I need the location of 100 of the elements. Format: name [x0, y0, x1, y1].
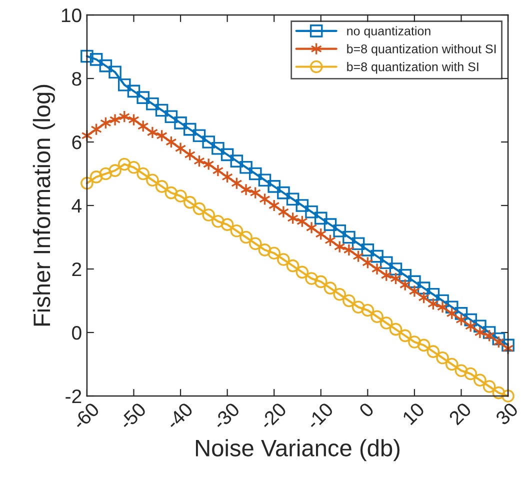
legend-label: b=8 quantization with SI [347, 62, 478, 74]
point [194, 154, 205, 168]
point [277, 186, 290, 200]
point [314, 212, 328, 225]
point [305, 205, 318, 218]
point [333, 224, 346, 238]
point [212, 164, 224, 177]
point [192, 129, 206, 142]
point [436, 352, 449, 364]
point [137, 120, 149, 133]
point [417, 338, 430, 352]
point [109, 113, 121, 126]
point [90, 53, 103, 66]
point [212, 142, 224, 155]
point [127, 84, 140, 98]
y-tick-label: 4 [72, 199, 82, 213]
point [287, 212, 298, 225]
point [436, 300, 448, 314]
point [174, 190, 187, 202]
point [183, 122, 196, 136]
point [342, 294, 356, 308]
point [80, 50, 94, 63]
y-tick-label: 2 [72, 262, 82, 276]
point [399, 278, 411, 292]
point [474, 326, 486, 339]
point [212, 214, 224, 228]
point [352, 250, 364, 263]
point [342, 230, 356, 244]
point [464, 320, 476, 333]
point [296, 199, 309, 212]
point [259, 192, 270, 206]
point [146, 174, 159, 186]
point [418, 291, 430, 304]
point [136, 91, 150, 104]
point [258, 244, 272, 256]
point [90, 122, 102, 136]
point [426, 288, 440, 301]
point [90, 170, 103, 184]
x-tick-label: -10 [306, 402, 334, 430]
point [370, 250, 384, 263]
legend-label: no quantization [347, 26, 430, 38]
point [362, 256, 374, 270]
point [305, 272, 318, 285]
point [118, 158, 131, 171]
point [277, 253, 290, 266]
point [286, 192, 300, 206]
point [248, 237, 262, 250]
y-tick-label: 0 [72, 326, 82, 340]
y-tick-label: -2 [66, 389, 82, 404]
point [155, 180, 168, 193]
point [482, 326, 496, 339]
point [370, 310, 384, 324]
point [108, 66, 122, 79]
point [192, 202, 206, 216]
point [371, 262, 383, 276]
x-tick-label: -40 [165, 402, 194, 430]
point [456, 313, 467, 326]
point [398, 268, 412, 282]
point [333, 288, 346, 301]
point [380, 256, 393, 270]
point [428, 298, 439, 310]
point [361, 244, 374, 256]
point [445, 300, 458, 314]
point [408, 284, 420, 298]
point [231, 176, 242, 190]
point [202, 158, 214, 171]
point [417, 282, 430, 294]
point [502, 338, 514, 352]
y-tick-label: 10 [62, 8, 82, 22]
point [315, 228, 327, 240]
point [408, 336, 421, 348]
point [184, 148, 196, 162]
point [502, 342, 514, 355]
point [100, 116, 112, 130]
point [361, 304, 374, 317]
point [118, 110, 130, 123]
point [136, 167, 150, 180]
point [324, 234, 336, 247]
point [493, 336, 504, 348]
x-tick-label: 30 [494, 402, 519, 426]
point [174, 142, 186, 155]
point [389, 322, 402, 336]
point [324, 218, 337, 231]
point [445, 358, 458, 371]
point [464, 367, 477, 380]
point [127, 161, 140, 174]
point [146, 98, 159, 110]
point [80, 176, 94, 190]
y-tick-label: 6 [72, 135, 82, 150]
point [99, 59, 112, 72]
point [296, 266, 309, 279]
point [118, 78, 131, 92]
point [128, 113, 140, 126]
point [436, 294, 449, 308]
point [324, 282, 337, 294]
point [454, 364, 468, 377]
point [220, 218, 234, 231]
x-tick-label: -20 [258, 402, 288, 430]
point [268, 246, 280, 260]
point [164, 110, 178, 123]
